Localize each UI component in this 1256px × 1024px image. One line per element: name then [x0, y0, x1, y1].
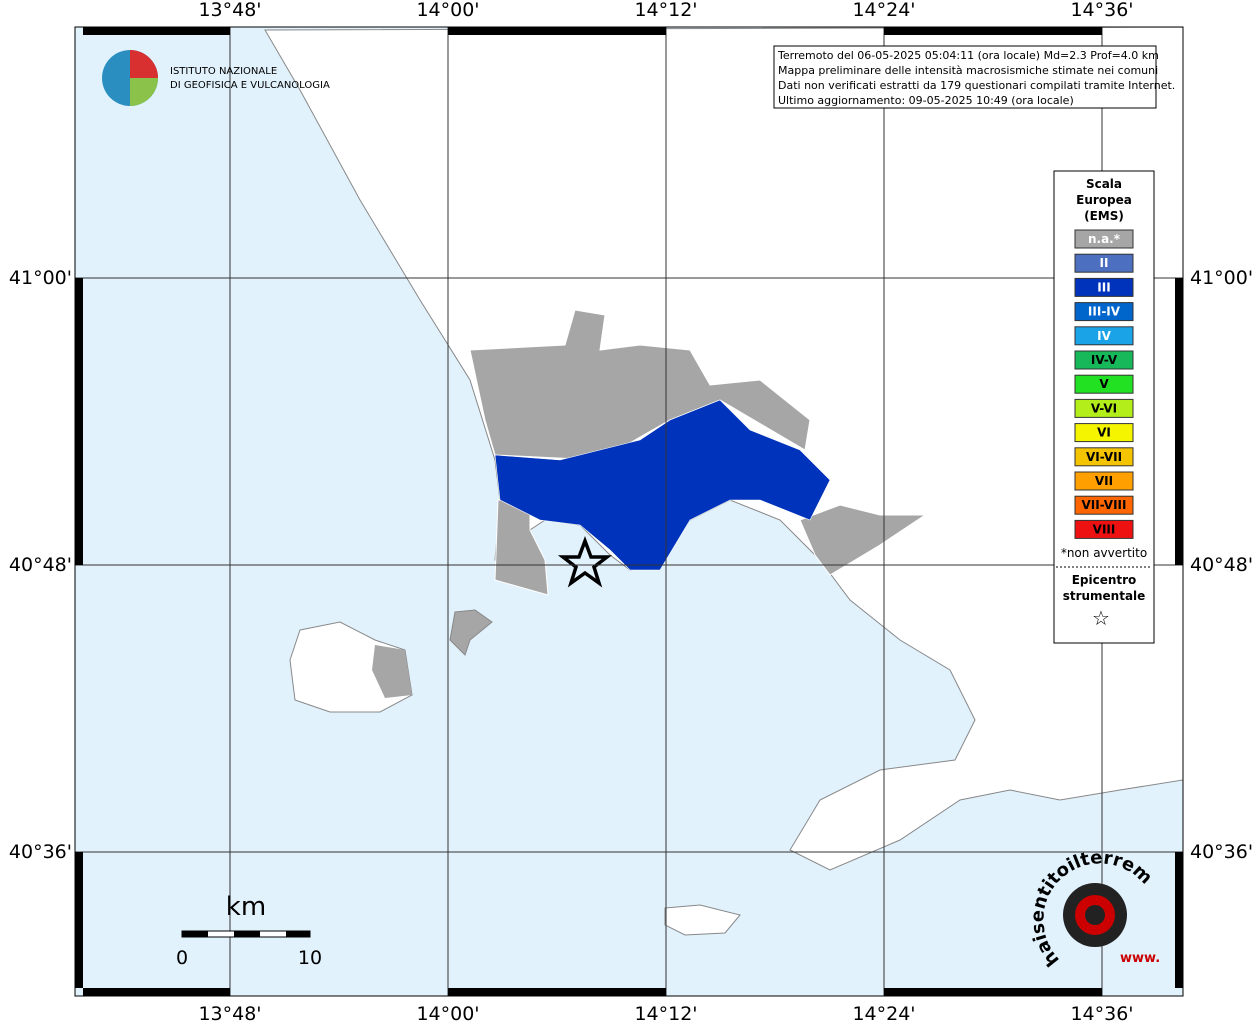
legend-swatch	[1074, 350, 1134, 370]
lat-label: 41°00'	[1190, 267, 1253, 289]
frame-band	[884, 988, 1102, 996]
lon-label: 14°12'	[634, 0, 697, 21]
frame-band	[83, 27, 230, 35]
area-na	[469, 309, 811, 461]
area-na	[799, 504, 927, 576]
legend-swatch	[1074, 495, 1134, 515]
lon-label: 14°24'	[852, 0, 915, 21]
logo-part	[130, 50, 158, 78]
legend-label: n.a.*	[1088, 232, 1121, 246]
legend-swatch	[1074, 277, 1134, 297]
area-iii	[494, 399, 831, 571]
legend-epicenter: strumentale	[1063, 589, 1146, 603]
legend-label: VIII	[1093, 522, 1116, 536]
legend-label: III-IV	[1088, 305, 1121, 319]
frame-band	[1175, 278, 1183, 565]
lon-label: 14°12'	[634, 1003, 697, 1024]
legend-label: V-VI	[1091, 401, 1117, 415]
info-line: Mappa preliminare delle intensità macros…	[778, 64, 1158, 77]
legend-epicenter: Epicentro	[1072, 573, 1137, 587]
legend-title: (EMS)	[1084, 209, 1124, 223]
scale-label: 0	[176, 947, 188, 969]
legend-label: VI	[1097, 426, 1111, 440]
info-line: Terremoto del 06-05-2025 05:04:11 (ora l…	[777, 49, 1159, 62]
lat-label: 40°36'	[1190, 841, 1253, 863]
lat-label: 40°48'	[9, 554, 72, 576]
legend-swatch	[1074, 229, 1134, 249]
lat-label: 40°36'	[9, 841, 72, 863]
frame-band	[75, 852, 83, 988]
lon-label: 14°36'	[1070, 1003, 1133, 1024]
lon-label: 14°24'	[852, 1003, 915, 1024]
graticule	[75, 27, 1183, 996]
scale-label: 10	[298, 947, 322, 969]
legend-swatch	[1074, 326, 1134, 346]
info-line: Ultimo aggiornamento: 09-05-2025 10:49 (…	[778, 94, 1074, 107]
epicenter	[557, 536, 613, 588]
scale-bar	[286, 931, 310, 937]
legend-label: VI-VII	[1086, 450, 1122, 464]
legend-title: Scala	[1086, 177, 1122, 191]
legend-swatch	[1074, 253, 1134, 273]
legend-label: V	[1099, 377, 1109, 391]
info-line: Dati non verificati estratti da 179 ques…	[778, 79, 1175, 92]
legend-label: IV-V	[1091, 353, 1118, 367]
legend-label: III	[1097, 280, 1110, 294]
legend-title: Europea	[1076, 193, 1132, 207]
lat-label: 40°48'	[1190, 554, 1253, 576]
info: Terremoto del 06-05-2025 05:04:11 (ora l…	[777, 49, 1175, 107]
logo-part	[130, 78, 158, 106]
lon-label: 14°00'	[416, 0, 479, 21]
scale-bar	[234, 931, 260, 937]
lon-label: 14°36'	[1070, 0, 1133, 21]
lon-label: 13°48'	[198, 0, 261, 21]
legend-swatch	[1074, 519, 1134, 539]
institute: DI GEOFISICA E VULCANOLOGIA	[170, 80, 330, 91]
info-box	[773, 45, 1157, 109]
legend-items: ScalaEuropea(EMS)n.a.*IIIIIIII-IVIVIV-VV…	[1061, 177, 1147, 603]
logo-part	[1085, 905, 1105, 925]
frame-band	[448, 988, 666, 996]
legend-swatch	[1074, 423, 1134, 443]
lon-label: 13°48'	[198, 1003, 261, 1024]
scale-unit: km	[226, 892, 266, 922]
legend-note: *non avvertito	[1061, 546, 1147, 560]
legend-swatch	[1074, 471, 1134, 491]
legend-star: ☆	[1092, 606, 1110, 630]
scale-bar	[182, 931, 208, 937]
hsit-www: www.	[1120, 951, 1160, 966]
frame-band	[884, 27, 1102, 35]
frame-band	[1175, 852, 1183, 988]
institute: ISTITUTO NAZIONALE	[170, 66, 277, 77]
island	[449, 609, 493, 656]
lat-label: 41°00'	[9, 267, 72, 289]
legend-swatch	[1074, 447, 1134, 467]
legend-label: II	[1100, 256, 1109, 270]
legend-label: VII-VIII	[1081, 498, 1126, 512]
lon-label: 14°00'	[416, 1003, 479, 1024]
frame-band	[448, 27, 666, 35]
island	[664, 904, 741, 936]
legend-label: IV	[1097, 329, 1111, 343]
frame-band	[75, 278, 83, 565]
area-na	[372, 645, 412, 698]
legend-swatch	[1074, 302, 1134, 322]
legend-swatch	[1074, 398, 1134, 418]
legend-label: VII	[1095, 474, 1113, 488]
frame-band	[83, 988, 230, 996]
legend-swatch	[1074, 374, 1134, 394]
